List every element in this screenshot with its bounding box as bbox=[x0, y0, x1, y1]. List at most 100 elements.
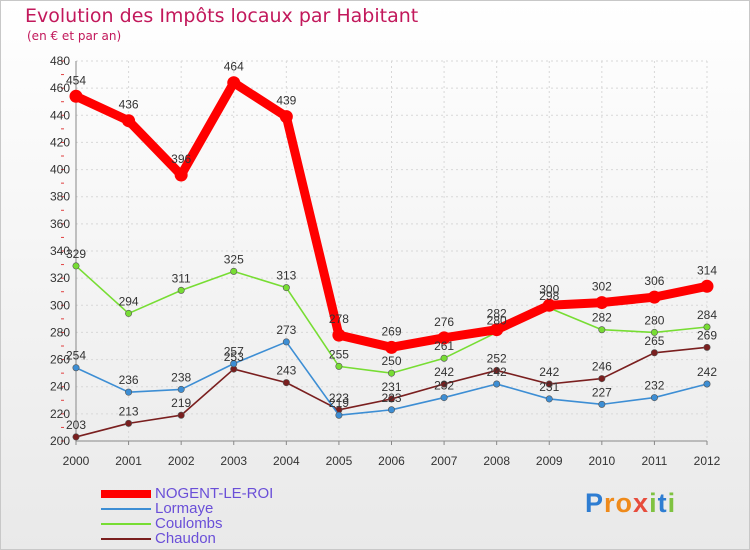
y-tick-label: 360 bbox=[50, 217, 70, 231]
axes bbox=[61, 60, 708, 445]
data-label-chaudon: 252 bbox=[487, 351, 507, 365]
data-label-lormaye: 257 bbox=[224, 345, 244, 359]
data-label-lormaye: 227 bbox=[592, 385, 612, 399]
logo-letter: i bbox=[667, 488, 677, 518]
x-tick-label: 2000 bbox=[63, 454, 90, 468]
y-tick-label: 440 bbox=[50, 108, 70, 122]
data-label-chaudon: 213 bbox=[119, 404, 139, 418]
data-label-coulombs: 313 bbox=[276, 269, 296, 283]
data-point-chaudon bbox=[72, 433, 80, 441]
y-tick-label: 420 bbox=[50, 135, 70, 149]
x-tick-label: 2005 bbox=[326, 454, 353, 468]
data-label-coulombs: 298 bbox=[539, 289, 559, 303]
data-label-nogent-le-roi: 300 bbox=[539, 282, 559, 296]
data-point-coulombs bbox=[177, 286, 185, 294]
x-tick-label: 2004 bbox=[273, 454, 300, 468]
data-label-nogent-le-roi: 436 bbox=[119, 98, 139, 112]
data-label-lormaye: 273 bbox=[276, 323, 296, 337]
tick-labels: 2002202402602803003203403603804004204404… bbox=[50, 54, 721, 468]
data-label-nogent-le-roi: 302 bbox=[592, 280, 612, 294]
data-point-nogent-le-roi bbox=[227, 76, 241, 90]
data-label-lormaye: 242 bbox=[697, 365, 717, 379]
data-point-lormaye bbox=[230, 360, 238, 368]
data-label-coulombs: 250 bbox=[381, 354, 401, 368]
legend-swatch bbox=[101, 537, 151, 540]
data-point-lormaye bbox=[440, 394, 448, 402]
y-tick-label: 300 bbox=[50, 298, 70, 312]
data-point-coulombs bbox=[72, 262, 80, 270]
data-label-coulombs: 261 bbox=[434, 339, 454, 353]
data-label-chaudon: 223 bbox=[329, 391, 349, 405]
data-point-chaudon bbox=[440, 380, 448, 388]
x-tick-label: 2003 bbox=[220, 454, 247, 468]
data-point-lormaye bbox=[335, 411, 343, 419]
data-label-chaudon: 253 bbox=[224, 350, 244, 364]
data-label-chaudon: 243 bbox=[276, 364, 296, 378]
data-point-lormaye bbox=[493, 380, 501, 388]
data-point-lormaye bbox=[703, 380, 711, 388]
y-tick-label: 380 bbox=[50, 190, 70, 204]
legend-swatch bbox=[101, 507, 151, 510]
series-layer bbox=[69, 76, 714, 441]
data-label-lormaye: 254 bbox=[66, 349, 86, 363]
data-labels: 454 436 396 464 439 278 269 276 282 300 302 306 314 2… bbox=[66, 60, 717, 432]
legend-item: Coulombs bbox=[101, 516, 273, 531]
data-point-coulombs bbox=[650, 328, 658, 336]
data-point-lormaye bbox=[387, 406, 395, 414]
proxiti-logo: Proxiti bbox=[585, 488, 676, 519]
data-label-chaudon: 265 bbox=[644, 334, 664, 348]
y-tick-label: 240 bbox=[50, 380, 70, 394]
data-label-nogent-le-roi: 396 bbox=[171, 152, 191, 166]
y-tick-label: 280 bbox=[50, 325, 70, 339]
data-label-lormaye: 232 bbox=[434, 379, 454, 393]
y-tick-label: 480 bbox=[50, 54, 70, 68]
data-point-coulombs bbox=[598, 326, 606, 334]
data-point-nogent-le-roi bbox=[69, 89, 83, 103]
data-label-chaudon: 246 bbox=[592, 360, 612, 374]
data-label-nogent-le-roi: 306 bbox=[644, 274, 664, 288]
data-point-lormaye bbox=[545, 395, 553, 403]
data-point-chaudon bbox=[125, 419, 133, 427]
y-tick-label: 460 bbox=[50, 81, 70, 95]
data-point-lormaye bbox=[598, 400, 606, 408]
data-label-nogent-le-roi: 269 bbox=[381, 324, 401, 338]
data-label-coulombs: 325 bbox=[224, 252, 244, 266]
data-point-coulombs bbox=[125, 309, 133, 317]
y-tick-label: 400 bbox=[50, 163, 70, 177]
data-point-nogent-le-roi bbox=[174, 168, 188, 182]
data-point-chaudon bbox=[177, 411, 185, 419]
data-label-coulombs: 311 bbox=[172, 271, 191, 285]
data-label-chaudon: 219 bbox=[171, 396, 191, 410]
data-label-nogent-le-roi: 278 bbox=[329, 312, 349, 326]
x-tick-label: 2010 bbox=[588, 454, 615, 468]
data-point-nogent-le-roi bbox=[700, 279, 714, 293]
x-tick-label: 2002 bbox=[168, 454, 195, 468]
data-point-nogent-le-roi bbox=[122, 114, 136, 128]
data-point-coulombs bbox=[335, 362, 343, 370]
data-point-chaudon bbox=[598, 375, 606, 383]
x-tick-label: 2006 bbox=[378, 454, 405, 468]
data-label-coulombs: 280 bbox=[487, 313, 507, 327]
data-label-coulombs: 282 bbox=[592, 311, 612, 325]
x-tick-label: 2008 bbox=[483, 454, 510, 468]
legend-label: NOGENT-LE-ROI bbox=[155, 485, 274, 502]
legend-swatch bbox=[101, 522, 151, 525]
data-point-nogent-le-roi bbox=[279, 110, 293, 124]
data-point-nogent-le-roi bbox=[385, 340, 398, 354]
data-label-coulombs: 329 bbox=[66, 247, 86, 261]
data-label-lormaye: 242 bbox=[487, 365, 507, 379]
x-tick-label: 2009 bbox=[536, 454, 563, 468]
data-point-coulombs bbox=[387, 369, 395, 377]
data-point-lormaye bbox=[650, 394, 658, 402]
data-label-nogent-le-roi: 454 bbox=[66, 73, 86, 87]
x-tick-label: 2011 bbox=[642, 454, 668, 468]
data-point-chaudon bbox=[493, 366, 501, 374]
data-point-chaudon bbox=[282, 379, 290, 387]
data-label-chaudon: 203 bbox=[66, 418, 86, 432]
legend-label: Coulombs bbox=[155, 515, 223, 532]
data-label-nogent-le-roi: 464 bbox=[224, 60, 244, 74]
data-point-chaudon bbox=[650, 349, 658, 357]
y-tick-label: 340 bbox=[50, 244, 70, 258]
data-point-lormaye bbox=[125, 388, 133, 396]
